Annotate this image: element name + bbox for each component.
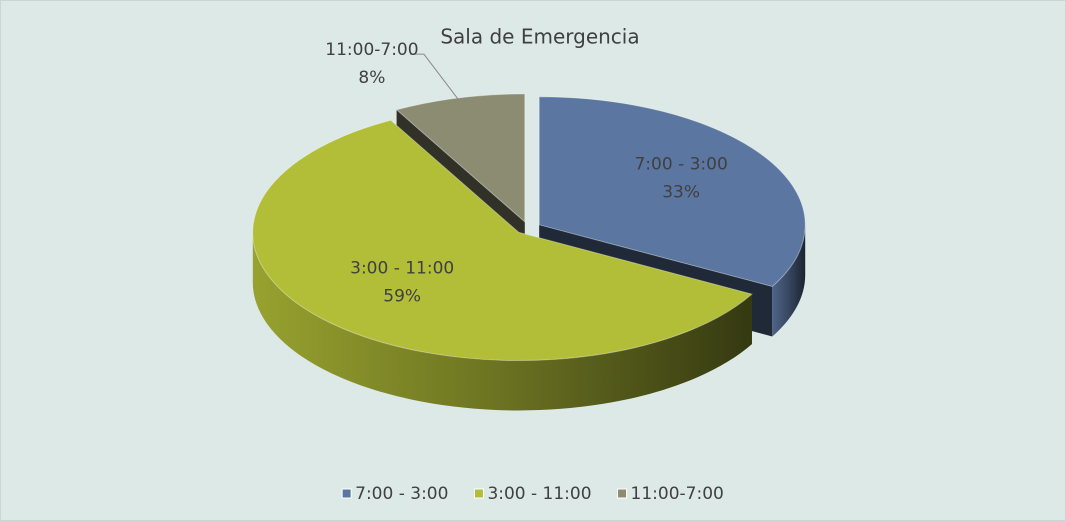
chart-title: Sala de Emergencia: [440, 25, 639, 49]
slice: [252, 119, 753, 361]
legend-swatch: [341, 488, 352, 499]
legend-label: 11:00-7:00: [631, 484, 724, 504]
data-label-name: 3:00 - 11:00: [350, 259, 454, 279]
legend-swatch: [617, 488, 628, 499]
slice: [395, 93, 526, 224]
legend-swatch: [473, 488, 484, 499]
leader-line: [409, 53, 463, 105]
slice: [538, 96, 806, 288]
legend-label: 7:00 - 3:00: [355, 484, 448, 504]
slice-side: [772, 224, 806, 337]
data-label-value: 33%: [662, 182, 700, 202]
slice-side: [252, 232, 752, 411]
legend-label: 3:00 - 11:00: [487, 484, 591, 504]
data-label-name: 7:00 - 3:00: [634, 154, 727, 174]
data-label-value: 59%: [383, 287, 421, 307]
data-label-value: 8%: [358, 68, 385, 88]
data-label-name: 11:00-7:00: [325, 40, 418, 60]
